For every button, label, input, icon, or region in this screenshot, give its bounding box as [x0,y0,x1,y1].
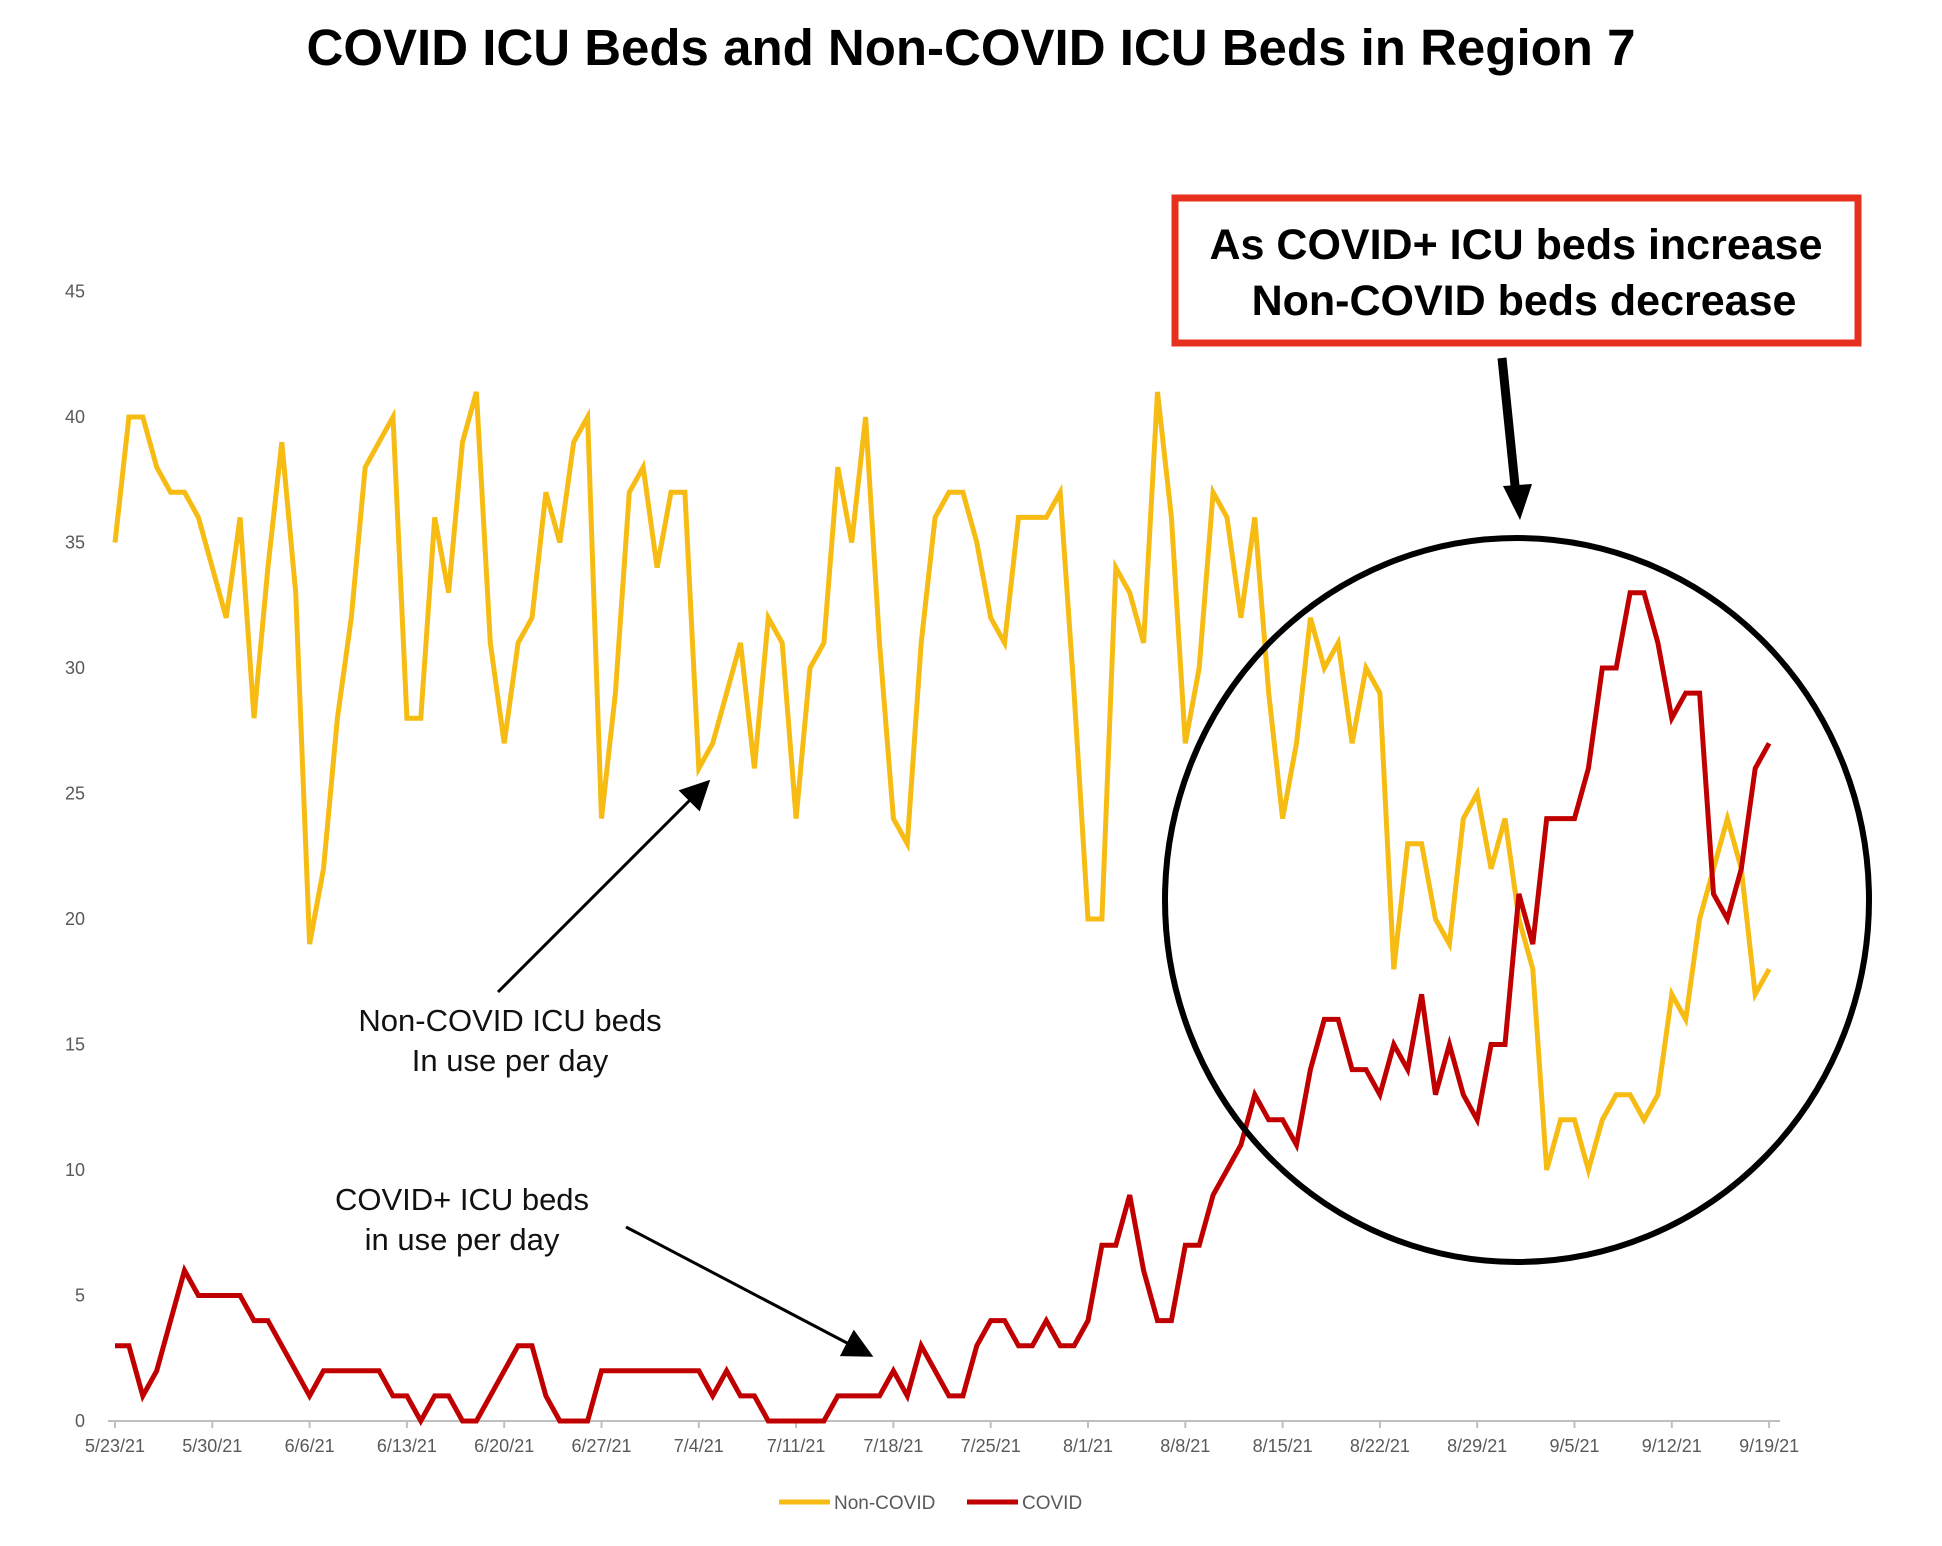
legend: Non-COVID COVID [779,1493,1082,1514]
x-tick-label: 9/19/21 [1739,1436,1799,1456]
x-tick-label: 7/11/21 [767,1436,826,1456]
y-axis-tick-labels: 0 5 10 15 20 25 30 35 40 45 [65,282,85,1432]
series-line-covid [115,590,1772,1427]
callout-line1: As COVID+ ICU beds increase [1210,221,1823,269]
callout-box: As COVID+ ICU beds increase Non-COVID be… [1171,194,1862,347]
callout-arrow [1497,357,1522,506]
x-tick-label: 6/20/21 [474,1436,534,1456]
x-tick-label: 6/6/21 [285,1436,335,1456]
noncovid-annotation: Non-COVID ICU beds In use per day [358,779,711,1078]
x-tick-label: 8/8/21 [1160,1436,1210,1456]
highlight-circle [1162,535,1872,1265]
legend-label-noncovid: Non-COVID [834,1493,935,1514]
y-tick-label: 15 [65,1035,85,1055]
y-tick-label: 5 [75,1286,85,1306]
callout-arrowhead [1503,484,1532,520]
x-tick-label: 5/30/21 [182,1436,242,1456]
covid-annotation-line2: in use per day [365,1222,560,1257]
x-tick-label: 7/4/21 [674,1436,724,1456]
y-tick-label: 35 [65,533,85,553]
series-layer [112,391,1772,1427]
x-tick-label: 9/12/21 [1642,1436,1702,1456]
noncovid-annotation-line1: Non-COVID ICU beds [358,1003,661,1038]
y-tick-label: 40 [65,407,85,427]
x-tick-label: 7/18/21 [863,1436,923,1456]
x-axis [108,1420,1780,1428]
x-tick-label: 6/27/21 [571,1436,631,1456]
covid-annotation: COVID+ ICU beds in use per day [335,1182,874,1357]
x-tick-label: 5/23/21 [85,1436,145,1456]
y-tick-label: 25 [65,784,85,804]
noncovid-annotation-arrow [496,779,711,994]
series-line-noncovid [112,391,1772,1180]
noncovid-annotation-line2: In use per day [412,1043,609,1078]
x-tick-label: 8/15/21 [1253,1436,1313,1456]
callout-line2: Non-COVID beds decrease [1252,277,1797,325]
y-tick-label: 45 [65,282,85,302]
covid-annotation-arrow [625,1225,874,1357]
y-tick-label: 0 [75,1411,85,1431]
x-tick-label: 7/25/21 [961,1436,1021,1456]
legend-label-covid: COVID [1022,1493,1082,1514]
x-tick-label: 9/5/21 [1549,1436,1599,1456]
y-tick-label: 20 [65,909,85,929]
x-tick-label: 8/1/21 [1063,1436,1113,1456]
x-tick-label: 8/22/21 [1350,1436,1410,1456]
covid-annotation-line1: COVID+ ICU beds [335,1182,589,1217]
x-tick-label: 6/13/21 [377,1436,437,1456]
x-axis-tick-labels: 5/23/21 5/30/21 6/6/21 6/13/21 6/20/21 6/27/2… [85,1436,1799,1456]
y-tick-label: 10 [65,1160,85,1180]
y-tick-label: 30 [65,658,85,678]
x-tick-label: 8/29/21 [1447,1436,1507,1456]
chart-title: COVID ICU Beds and Non-COVID ICU Beds in… [306,19,1636,76]
